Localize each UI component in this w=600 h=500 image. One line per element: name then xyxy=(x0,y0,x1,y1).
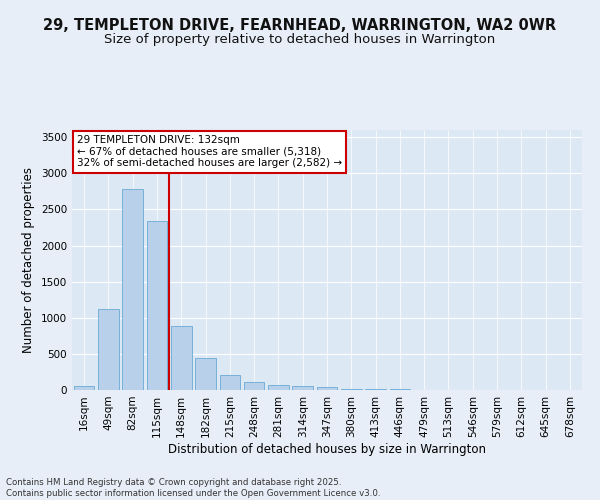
Bar xyxy=(146,221,167,390)
Bar xyxy=(292,386,313,390)
Bar xyxy=(341,388,362,390)
Bar xyxy=(317,388,337,390)
Bar xyxy=(268,384,289,390)
Text: 29, TEMPLETON DRIVE, FEARNHEAD, WARRINGTON, WA2 0WR: 29, TEMPLETON DRIVE, FEARNHEAD, WARRINGT… xyxy=(43,18,557,32)
Y-axis label: Number of detached properties: Number of detached properties xyxy=(22,167,35,353)
Bar xyxy=(244,382,265,390)
Bar xyxy=(171,326,191,390)
X-axis label: Distribution of detached houses by size in Warrington: Distribution of detached houses by size … xyxy=(168,442,486,456)
Bar xyxy=(98,309,119,390)
Bar xyxy=(195,358,216,390)
Bar xyxy=(122,189,143,390)
Text: Size of property relative to detached houses in Warrington: Size of property relative to detached ho… xyxy=(104,32,496,46)
Text: Contains HM Land Registry data © Crown copyright and database right 2025.
Contai: Contains HM Land Registry data © Crown c… xyxy=(6,478,380,498)
Bar xyxy=(220,375,240,390)
Bar xyxy=(74,386,94,390)
Text: 29 TEMPLETON DRIVE: 132sqm
← 67% of detached houses are smaller (5,318)
32% of s: 29 TEMPLETON DRIVE: 132sqm ← 67% of deta… xyxy=(77,135,342,168)
